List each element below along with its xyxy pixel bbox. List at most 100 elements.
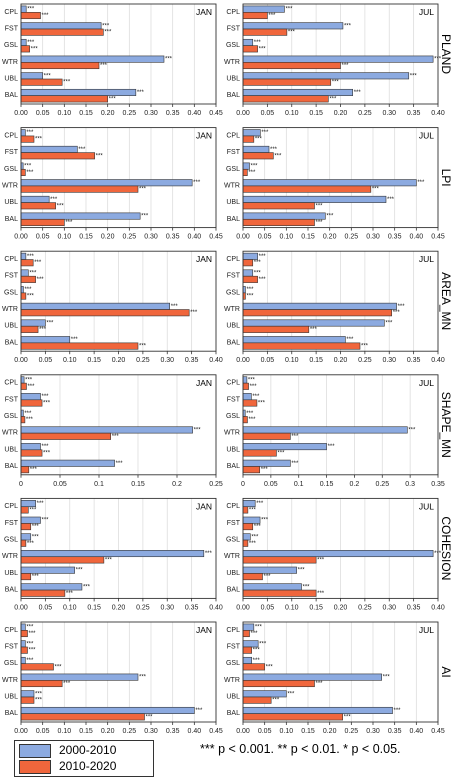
- tick-label: 0.25: [345, 234, 359, 241]
- tick-label: 0.1: [294, 481, 304, 488]
- significance-label: ***: [261, 467, 269, 473]
- bar: [20, 673, 139, 681]
- category-label: UBL: [226, 199, 240, 206]
- significance-label: ***: [24, 164, 32, 170]
- bar: [242, 573, 263, 581]
- significance-label: ***: [26, 641, 34, 647]
- bar: [242, 45, 258, 53]
- panel-frame: [20, 621, 217, 723]
- significance-label: ***: [266, 664, 274, 670]
- category-label: CPL: [226, 256, 240, 263]
- significance-label: ***: [26, 658, 34, 664]
- significance-label: ***: [248, 377, 256, 383]
- significance-label: ***: [116, 461, 124, 467]
- bar: [20, 78, 63, 86]
- tick-label: 0.20: [101, 234, 115, 241]
- significance-label: ***: [65, 220, 73, 226]
- tick-label: 0.05: [36, 110, 50, 117]
- panel-frame: [20, 497, 217, 599]
- category-label: CPL: [226, 380, 240, 387]
- significance-label: ***: [104, 30, 112, 36]
- bar: [242, 523, 254, 531]
- bar: [20, 342, 139, 350]
- significance-label: ***: [258, 401, 266, 407]
- tick-label: 0.05: [261, 110, 275, 117]
- bar: [20, 399, 43, 407]
- tick-label: 0.05: [36, 234, 50, 241]
- bar: [242, 673, 382, 681]
- significance-label: ***: [385, 321, 393, 327]
- significance-label: ***: [27, 541, 35, 547]
- bar: [242, 449, 277, 457]
- tick-label: 0.15: [79, 110, 93, 117]
- tick-label: 0.25: [358, 604, 372, 611]
- tick-label: 0.15: [79, 728, 93, 735]
- bar: [242, 533, 251, 541]
- month-label: JUL: [419, 7, 434, 17]
- bar: [242, 556, 317, 564]
- significance-label: ***: [316, 681, 324, 687]
- category-label: CPL: [4, 627, 18, 634]
- tick-label: 0.15: [131, 481, 145, 488]
- category-label: UBL: [4, 570, 18, 577]
- bar: [242, 12, 268, 20]
- bar: [20, 45, 30, 53]
- significance-label: ***: [342, 63, 350, 69]
- category-label: BAL: [227, 587, 240, 594]
- significance-label: ***: [139, 675, 147, 681]
- significance-label: ***: [71, 337, 79, 343]
- bar: [20, 459, 115, 467]
- significance-label: ***: [190, 310, 198, 316]
- significance-label: ***: [37, 501, 45, 507]
- category-label: GSL: [4, 42, 18, 49]
- category-label: BAL: [227, 710, 240, 717]
- significance-label: ***: [43, 451, 51, 457]
- significance-label: ***: [55, 664, 63, 670]
- bar: [242, 646, 252, 654]
- tick-label: 0.00: [236, 728, 250, 735]
- bar: [242, 179, 417, 187]
- bar: [242, 319, 385, 327]
- significance-label: ***: [372, 187, 380, 193]
- bar: [20, 252, 27, 260]
- category-label: GSL: [4, 537, 18, 544]
- bar: [242, 28, 288, 36]
- category-label: BAL: [227, 216, 240, 223]
- significance-label: ***: [44, 73, 52, 79]
- tick-label: 0.25: [123, 234, 137, 241]
- month-label: JUL: [419, 378, 434, 388]
- tick-label: 0.10: [58, 110, 72, 117]
- tick-label: 0.30: [382, 357, 396, 364]
- bar: [20, 55, 165, 63]
- tick-label: 0.30: [366, 728, 380, 735]
- significance-label: ***: [329, 96, 337, 102]
- tick-label: 0.00: [14, 604, 28, 611]
- tick-label: 0.00: [14, 234, 28, 241]
- significance-label: ***: [32, 534, 40, 540]
- tick-label: 0.05: [39, 604, 53, 611]
- tick-label: 0.30: [366, 234, 380, 241]
- category-label: WTR: [2, 677, 18, 684]
- category-label: UBL: [4, 694, 18, 701]
- significance-label: ***: [393, 310, 401, 316]
- tick-label: 0.40: [188, 110, 202, 117]
- significance-label: ***: [34, 260, 42, 266]
- tick-label: 0.20: [334, 357, 348, 364]
- significance-label: ***: [254, 271, 262, 277]
- significance-label: ***: [251, 164, 259, 170]
- significance-label: ***: [29, 648, 37, 654]
- tick-label: 0.15: [79, 234, 93, 241]
- significance-label: ***: [27, 40, 35, 46]
- category-label: CPL: [226, 627, 240, 634]
- tick-label: 0.25: [136, 604, 150, 611]
- category-label: FST: [5, 520, 19, 527]
- category-label: WTR: [224, 553, 240, 560]
- tick-label: 0.15: [320, 481, 334, 488]
- tick-label: 0.2: [350, 481, 360, 488]
- significance-label: ***: [29, 271, 37, 277]
- category-label: FST: [227, 396, 241, 403]
- significance-label: ***: [274, 153, 282, 159]
- tick-label: 0.45: [431, 728, 445, 735]
- category-label: WTR: [224, 306, 240, 313]
